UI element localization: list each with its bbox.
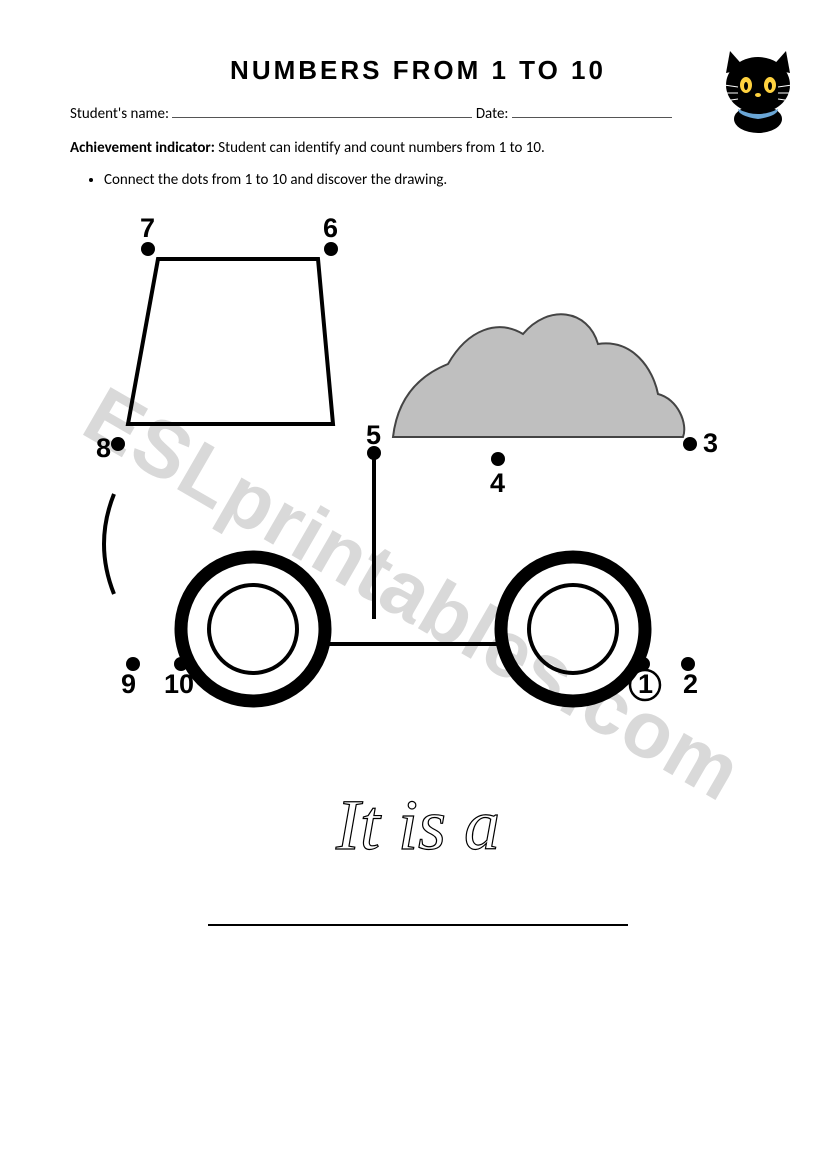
svg-text:10: 10 [164, 669, 194, 699]
answer-blank[interactable] [208, 924, 628, 926]
svg-text:1: 1 [638, 669, 653, 699]
worksheet-page: NUMBERS FROM 1 TO 10 [0, 0, 826, 966]
sentence-prompt: It is a [70, 779, 766, 874]
svg-text:5: 5 [366, 420, 381, 450]
achievement-line: Achievement indicator: Student can ident… [70, 139, 766, 157]
achievement-label: Achievement indicator: [70, 139, 218, 157]
name-blank[interactable] [172, 104, 472, 118]
sentence-text: It is a [335, 785, 500, 865]
svg-text:3: 3 [703, 428, 718, 458]
svg-text:8: 8 [96, 433, 111, 463]
connect-dots-drawing: 12 3 4 5 6 7 8 9 10 [78, 199, 758, 759]
instruction-item: Connect the dots from 1 to 10 and discov… [104, 171, 766, 189]
svg-text:9: 9 [121, 669, 136, 699]
svg-text:6: 6 [323, 213, 338, 243]
student-info-line: Student's name: Date: [70, 104, 766, 123]
instruction-list: Connect the dots from 1 to 10 and discov… [90, 171, 766, 189]
page-title: NUMBERS FROM 1 TO 10 [70, 55, 766, 86]
svg-text:7: 7 [140, 213, 155, 243]
svg-text:4: 4 [490, 468, 505, 498]
name-label: Student's name: [70, 105, 172, 123]
svg-text:2: 2 [683, 669, 698, 699]
achievement-text: Student can identify and count numbers f… [218, 139, 545, 157]
date-label: Date: [476, 105, 512, 123]
date-blank[interactable] [512, 104, 672, 118]
cat-icon [716, 45, 800, 138]
